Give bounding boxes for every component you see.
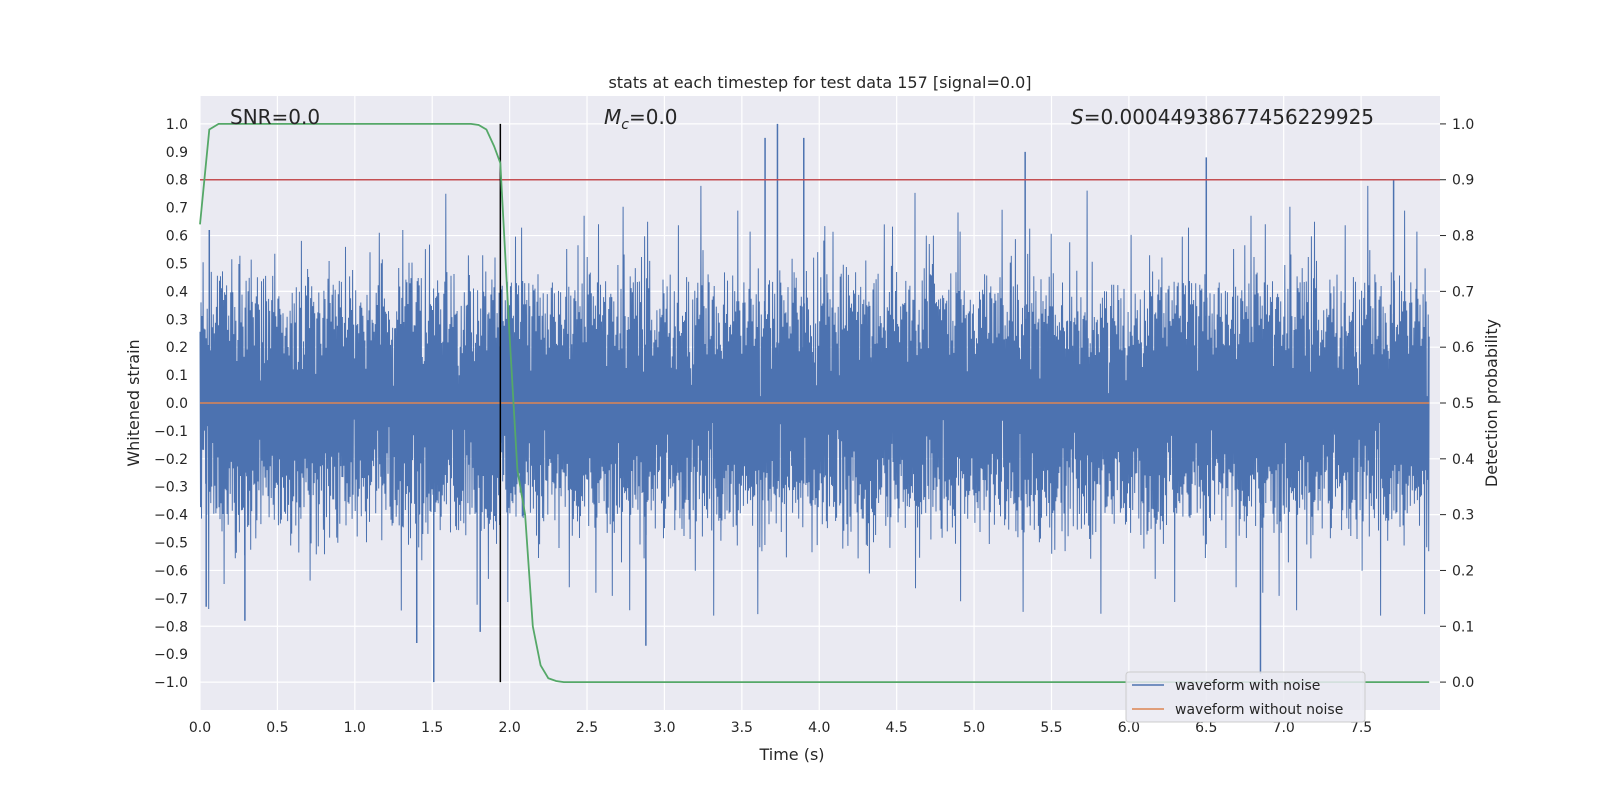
y-tick-label: 0.4: [166, 284, 188, 300]
x-tick-label: 2.5: [576, 720, 598, 736]
y-tick-label: 0.3: [166, 312, 188, 328]
y-tick-label: 1.0: [166, 117, 188, 133]
x-tick-label: 0.0: [189, 720, 211, 736]
score-symbol: S: [1071, 105, 1084, 129]
y2-tick-label: 1.0: [1452, 117, 1474, 133]
y-tick-label: 0.1: [166, 368, 188, 384]
y-tick-label: 0.6: [166, 229, 188, 245]
y2-tick-label: 0.6: [1452, 340, 1474, 356]
y-tick-label: 0.7: [166, 201, 188, 217]
chirp-mass-subscript: c: [621, 117, 629, 133]
y2-tick-label: 0.4: [1452, 452, 1474, 468]
y-tick-label: 0.8: [166, 173, 188, 189]
y-tick-label: 0.5: [166, 256, 188, 272]
y-tick-label: −0.2: [154, 452, 188, 468]
x-tick-label: 4.5: [886, 720, 908, 736]
y-tick-label: −0.7: [154, 591, 188, 607]
y2-tick-label: 0.8: [1452, 229, 1474, 245]
y-tick-label: −1.0: [154, 675, 188, 691]
x-tick-label: 1.5: [421, 720, 443, 736]
legend-label-waveform-with-noise: waveform with noise: [1175, 678, 1320, 694]
x-tick-label: 7.0: [1273, 720, 1295, 736]
x-tick-label: 2.0: [498, 720, 520, 736]
y-axis-label: Whitened strain: [124, 339, 143, 466]
x-tick-label: 1.0: [344, 720, 366, 736]
x-axis: 0.0 0.5 1.0 1.5 2.0 2.5 3.0 3.5 4.0 4.5 5.0 5.5 6.0 6…: [189, 720, 1372, 736]
y-tick-label: 0.9: [166, 145, 188, 161]
y2-tick-label: 0.3: [1452, 508, 1474, 524]
x-tick-label: 5.0: [963, 720, 985, 736]
x-tick-label: 3.0: [653, 720, 675, 736]
x-tick-label: 3.5: [731, 720, 753, 736]
chirp-mass-annotation: Mc=0.0: [604, 105, 678, 133]
y-tick-label: 0.2: [166, 340, 188, 356]
legend: waveform with noise waveform without noi…: [1125, 671, 1366, 723]
y2-tick-label: 0.9: [1452, 173, 1474, 189]
y-tick-label: −0.8: [154, 619, 188, 635]
y2-tick-label: 0.1: [1452, 619, 1474, 635]
y2-tick-label: 0.5: [1452, 396, 1474, 412]
x-tick-label: 7.5: [1350, 720, 1372, 736]
y-axis-left: 1.0 0.9 0.8 0.7 0.6 0.5 0.4 0.3 0.2 0.1 0.0 −0.1 −0.…: [154, 117, 188, 691]
y-tick-label: −0.4: [154, 508, 188, 524]
chart-title: stats at each timestep for test data 157…: [608, 73, 1031, 92]
x-axis-label: Time (s): [758, 745, 824, 764]
detection-probability-line: [199, 123, 1430, 683]
waveform-with-noise-line: [199, 185, 1430, 616]
series-detection-probability: [199, 123, 1430, 683]
y2-tick-label: 0.2: [1452, 563, 1474, 579]
y-tick-label: −0.5: [154, 536, 188, 552]
snr-annotation: SNR=0.0: [230, 105, 320, 129]
y-tick-label: −0.6: [154, 563, 188, 579]
y-tick-label: 0.0: [166, 396, 188, 412]
x-tick-label: 4.0: [808, 720, 830, 736]
score-annotation: S=0.00044938677456229925: [1071, 105, 1374, 129]
reference-lines: [200, 123, 1440, 683]
legend-label-waveform-without-noise: waveform without noise: [1175, 702, 1343, 718]
chirp-mass-symbol: M: [604, 105, 621, 129]
y2-axis-label: Detection probability: [1482, 319, 1501, 487]
series-waveform-with-noise: [199, 123, 1430, 683]
y-tick-label: −0.1: [154, 424, 188, 440]
x-tick-label: 6.5: [1195, 720, 1217, 736]
x-tick-label: 6.0: [1118, 720, 1140, 736]
x-tick-label: 0.5: [266, 720, 288, 736]
y-tick-label: −0.3: [154, 480, 188, 496]
y2-tick-label: 0.0: [1452, 675, 1474, 691]
y-axis-right: 1.0 0.9 0.8 0.7 0.6 0.5 0.4 0.3 0.2 0.1 0.0: [1440, 117, 1474, 691]
chirp-mass-value: =0.0: [629, 105, 678, 129]
score-value: =0.00044938677456229925: [1084, 105, 1374, 129]
x-tick-label: 5.5: [1040, 720, 1062, 736]
y2-tick-label: 0.7: [1452, 284, 1474, 300]
legend-box: [1125, 671, 1366, 723]
y-tick-label: −0.9: [154, 647, 188, 663]
